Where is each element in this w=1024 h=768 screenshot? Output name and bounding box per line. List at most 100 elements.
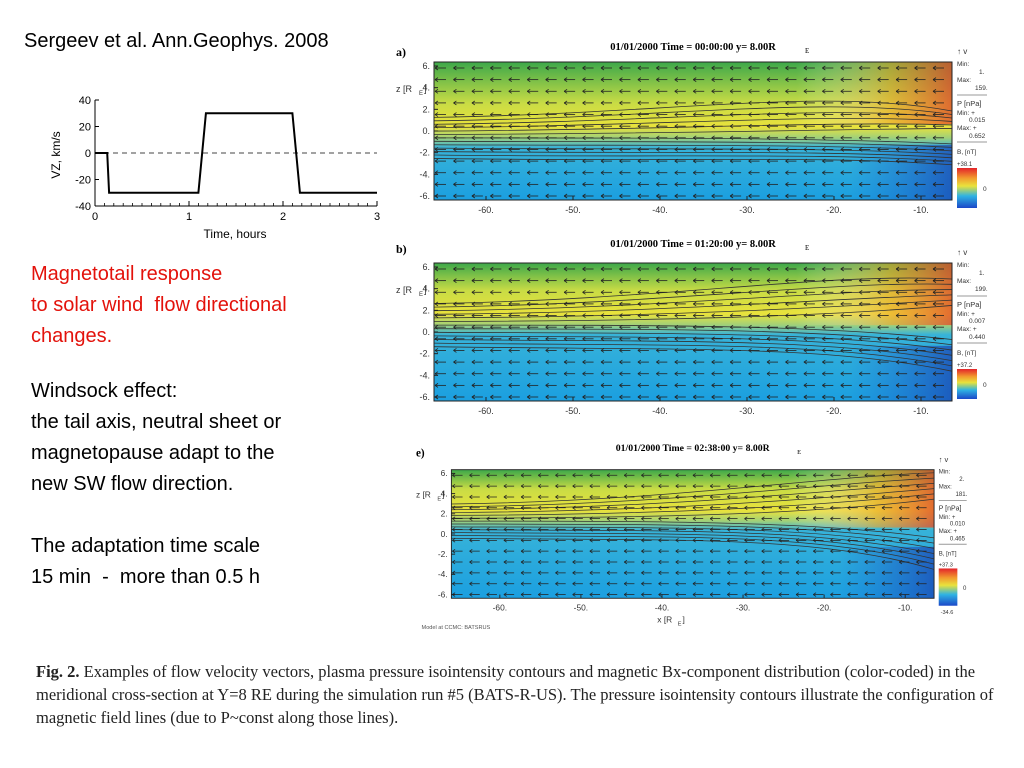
velocity-arrow-head xyxy=(582,278,586,283)
velocity-arrow-head xyxy=(830,581,834,586)
velocity-arrow-head xyxy=(600,348,605,353)
velocity-arrow-head xyxy=(656,383,660,388)
velocity-arrow-head xyxy=(795,592,800,597)
velocity-arrow-head xyxy=(898,559,903,565)
velocity-arrow-head xyxy=(503,592,507,597)
velocity-arrow-head xyxy=(434,301,439,307)
velocity-arrow-head xyxy=(785,182,789,187)
velocity-arrow-head xyxy=(555,559,559,565)
panel-y-tick-label: -2. xyxy=(419,349,430,359)
velocity-arrow-head xyxy=(864,505,868,510)
velocity-arrow-head xyxy=(914,123,918,129)
velocity-arrow-head xyxy=(729,182,734,187)
velocity-arrow-head xyxy=(813,516,817,521)
velocity-arrow-head xyxy=(503,581,507,586)
velocity-arrow-head xyxy=(471,135,476,141)
velocity-arrow-head xyxy=(471,313,476,318)
velocity-arrow-head xyxy=(748,383,752,388)
velocity-arrow-head xyxy=(623,559,628,565)
velocity-arrow-head xyxy=(785,88,789,94)
velocity-arrow-head xyxy=(895,65,900,71)
legend-pmax-value: 0.652 xyxy=(969,133,986,140)
velocity-arrow-head xyxy=(859,359,863,365)
velocity-arrow-head xyxy=(813,549,817,554)
bx-near-earth-shading xyxy=(434,62,952,125)
velocity-arrow-head xyxy=(619,182,623,187)
velocity-arrow-head xyxy=(469,570,473,576)
velocity-arrow-head xyxy=(795,473,800,478)
velocity-arrow-head xyxy=(840,123,844,129)
velocity-arrow-head xyxy=(692,505,696,510)
velocity-arrow-head xyxy=(822,313,826,318)
velocity-arrow-head xyxy=(582,147,586,152)
velocity-arrow-head xyxy=(623,570,628,576)
velocity-arrow-head xyxy=(619,301,623,307)
velocity-arrow-head xyxy=(693,348,697,353)
legend-pmin-value: 0.015 xyxy=(969,117,986,124)
velocity-arrow-head xyxy=(527,112,531,117)
velocity-arrow-head xyxy=(729,65,734,71)
velocity-arrow-head xyxy=(761,483,765,489)
velocity-arrow-head xyxy=(600,147,605,152)
panel-x-tick-label: -60. xyxy=(493,602,507,612)
velocity-arrow-head xyxy=(895,193,900,199)
velocity-arrow-head xyxy=(709,538,714,543)
velocity-arrow-head xyxy=(840,324,844,330)
velocity-arrow-head xyxy=(914,182,918,187)
velocity-arrow-head xyxy=(744,592,748,597)
velocity-arrow-head xyxy=(766,313,771,318)
velocity-arrow-head xyxy=(795,505,800,510)
velocity-arrow-head xyxy=(864,473,868,478)
velocity-arrow-head xyxy=(471,266,476,272)
velocity-arrow-head xyxy=(859,394,863,400)
legend-pmin-value: 0.007 xyxy=(969,318,986,325)
velocity-arrow-head xyxy=(637,371,642,377)
velocity-arrow-head xyxy=(658,527,662,532)
velocity-arrow-head xyxy=(932,313,937,318)
velocity-arrow-head xyxy=(538,505,542,510)
legend-pmax-value: 0.465 xyxy=(950,537,966,543)
velocity-arrow-head xyxy=(881,494,885,500)
velocity-arrow-head xyxy=(563,158,568,164)
velocity-arrow-head xyxy=(563,135,568,141)
velocity-arrow-head xyxy=(520,549,525,554)
velocity-arrow-head xyxy=(822,100,826,106)
velocity-arrow-head xyxy=(555,549,559,554)
vz-y-axis-label: VZ, km/s xyxy=(49,131,63,178)
velocity-arrow-head xyxy=(744,527,748,532)
velocity-arrow-head xyxy=(637,77,642,82)
velocity-arrow-head xyxy=(727,538,731,543)
velocity-arrow-head xyxy=(709,592,714,597)
velocity-arrow-head xyxy=(453,266,457,272)
velocity-arrow-head xyxy=(656,100,660,106)
velocity-arrow-head xyxy=(600,313,605,318)
velocity-arrow-head xyxy=(803,359,808,365)
figure-caption: Fig. 2. Examples of flow velocity vector… xyxy=(36,660,1016,729)
velocity-arrow-head xyxy=(692,559,696,565)
velocity-arrow-head xyxy=(572,592,576,597)
velocity-arrow-head xyxy=(778,494,782,500)
velocity-arrow-head xyxy=(813,538,817,543)
panel-x-tick-label: -50. xyxy=(565,205,581,215)
velocity-vectors xyxy=(452,473,927,597)
velocity-arrow-head xyxy=(766,266,771,272)
simulation-panel-e: e) 01/01/2000 Time = 02:38:00 y= 8.00R E 6.… xyxy=(416,443,968,631)
velocity-arrow-head xyxy=(600,135,605,141)
velocity-arrow-head xyxy=(729,147,734,152)
legend-bx-label: B, [nT] xyxy=(957,350,976,357)
velocity-arrow-head xyxy=(859,65,863,71)
velocity-arrow-head xyxy=(538,494,542,500)
legend-vmin-value: 1. xyxy=(979,69,985,76)
velocity-arrow-head xyxy=(469,516,473,521)
velocity-arrow-head xyxy=(711,394,715,400)
velocity-arrow-head xyxy=(822,359,826,365)
velocity-arrow-head xyxy=(572,559,576,565)
legend-pmin-label: Min: + xyxy=(957,311,975,318)
velocity-arrow-head xyxy=(711,193,715,199)
velocity-arrow-head xyxy=(623,538,628,543)
velocity-arrow-head xyxy=(877,135,881,141)
velocity-arrow-head xyxy=(795,538,800,543)
pressure-contour-line xyxy=(451,523,935,544)
velocity-arrow-head xyxy=(503,570,507,576)
velocity-arrow-head xyxy=(916,592,920,597)
